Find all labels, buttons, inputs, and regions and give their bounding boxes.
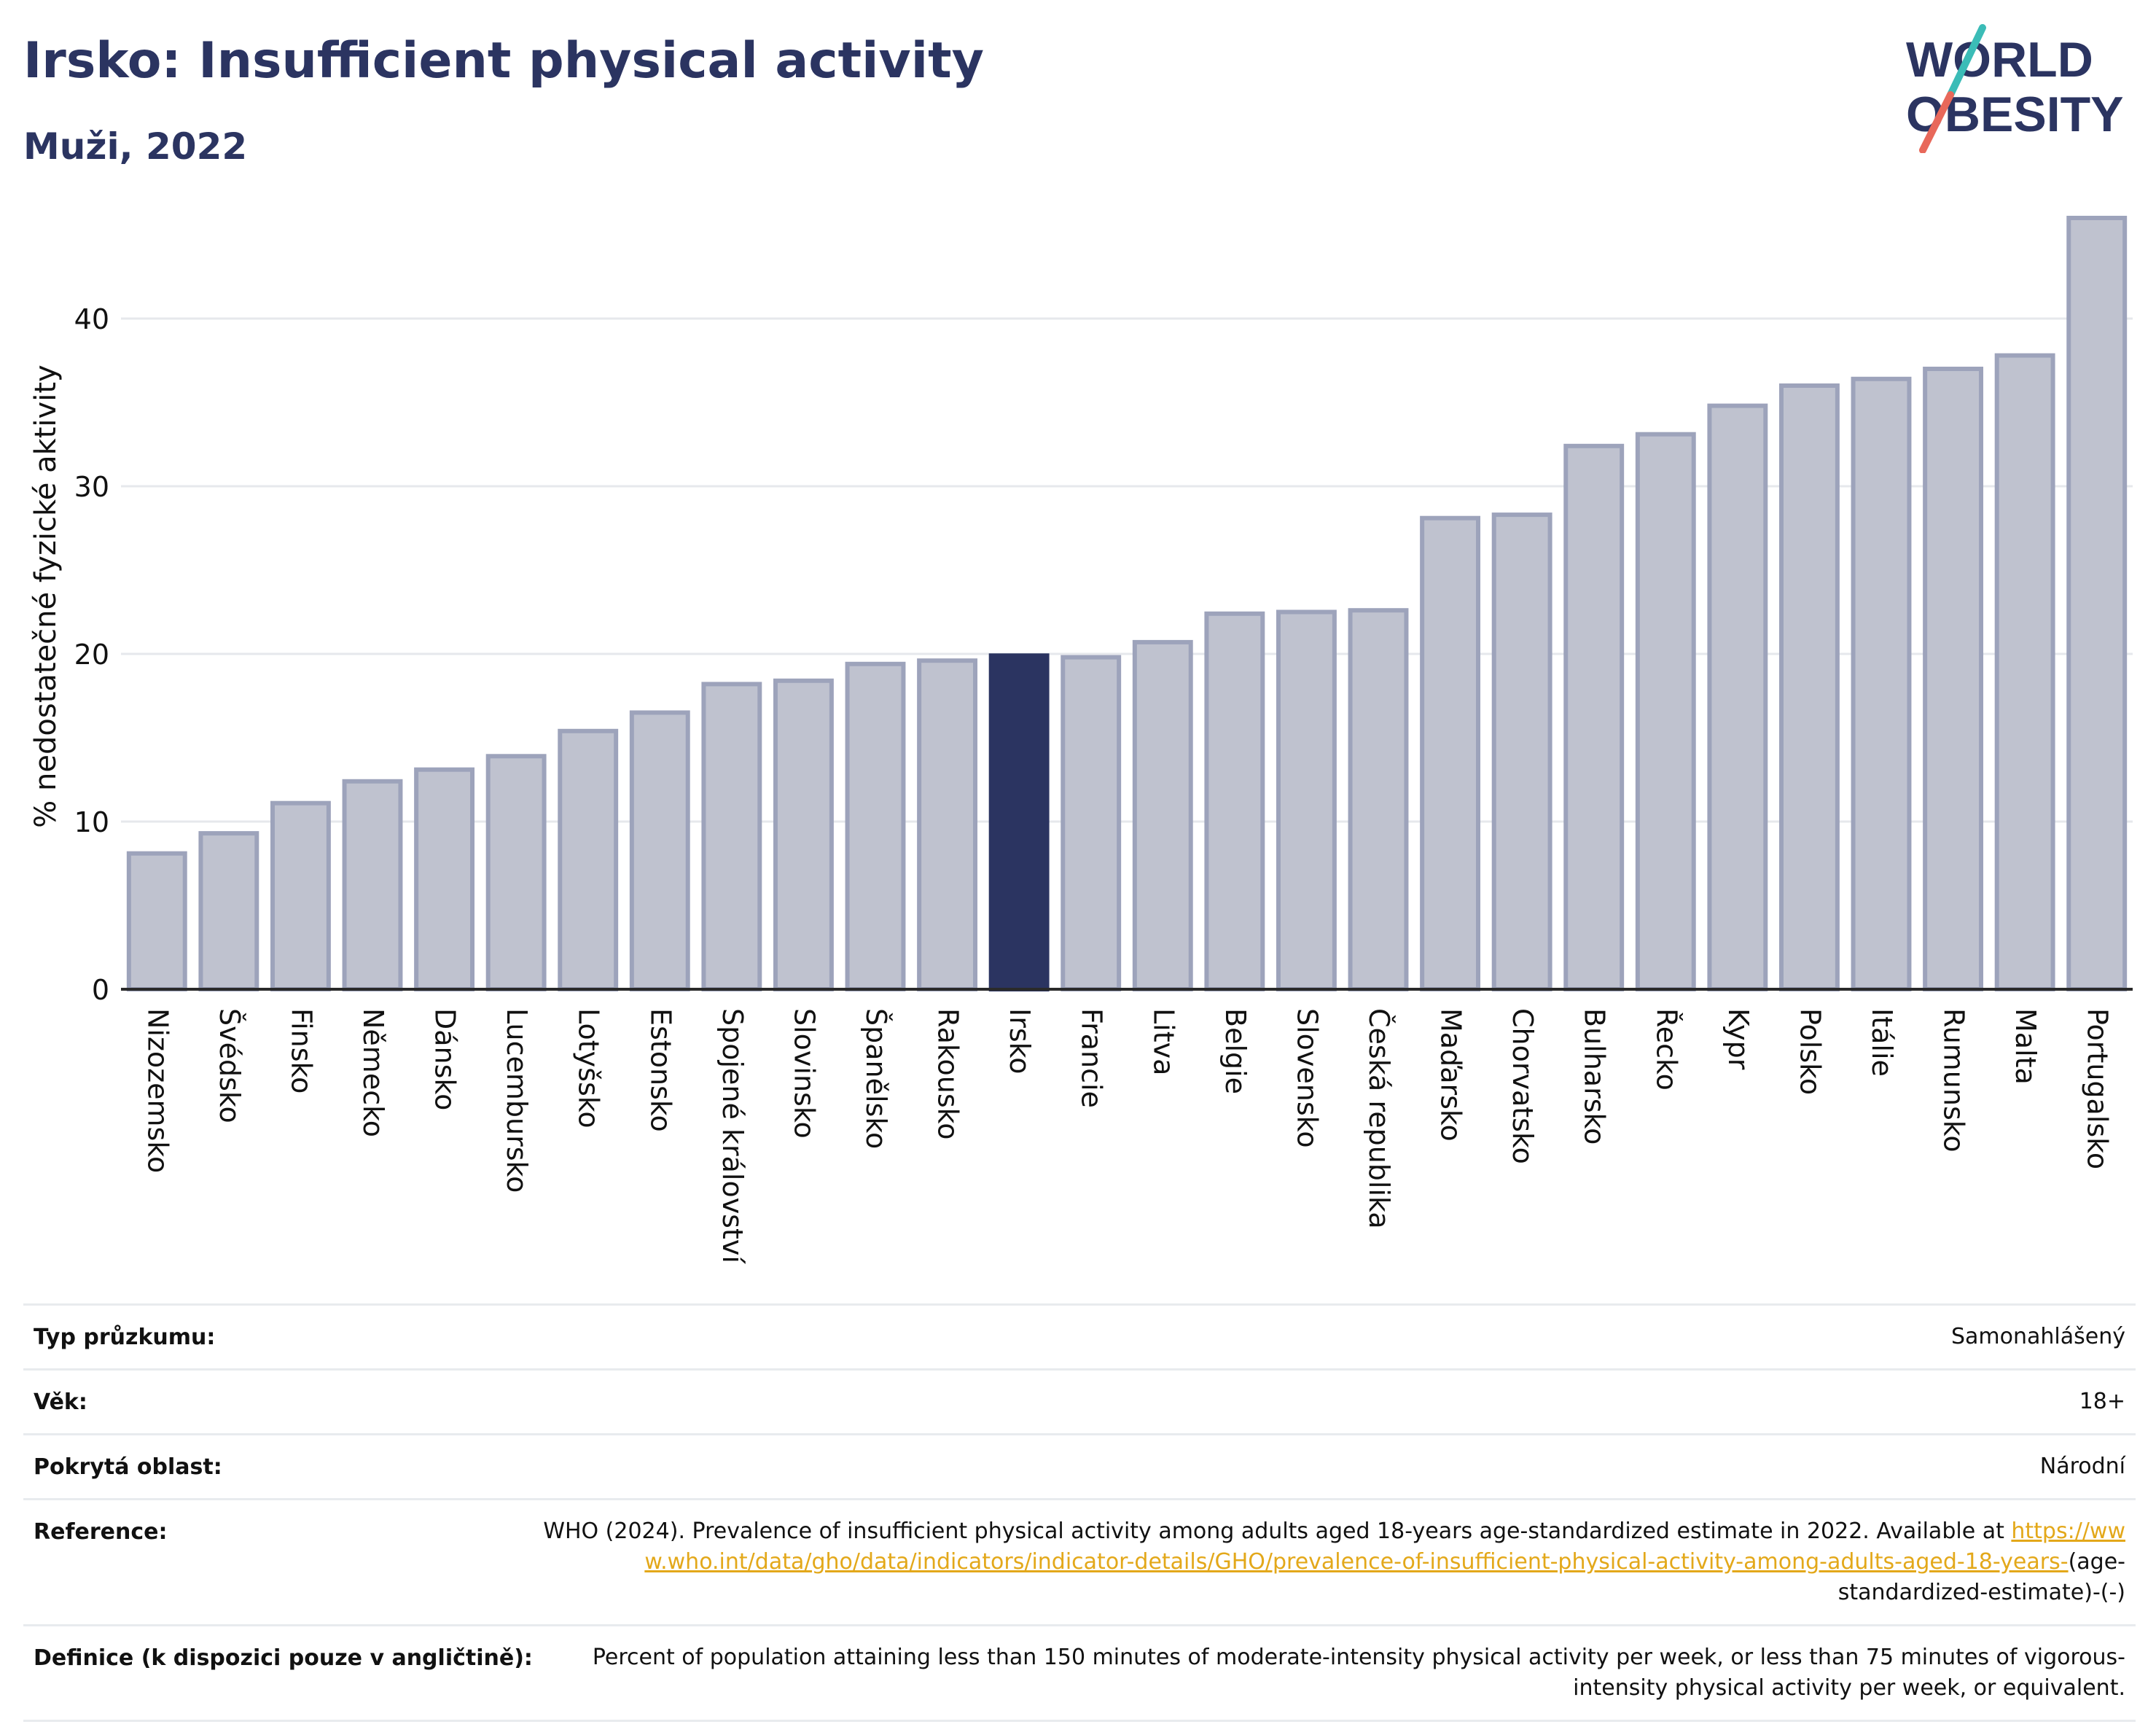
bar: [558, 728, 619, 991]
page-title: Irsko: Insufficient physical activity: [23, 32, 984, 90]
world-obesity-logo: WORLD OBESITY: [1906, 24, 2124, 153]
bar: [1276, 609, 1337, 991]
x-tick-label: Lucembursko: [501, 1008, 533, 1193]
bar: [845, 661, 906, 991]
info-table: Typ průzkumu: Samonahlášený Věk: 18+ Pok…: [23, 1303, 2136, 1722]
x-tick-label: Rumunsko: [1938, 1008, 1970, 1153]
coverage-value: Národní: [2039, 1454, 2125, 1479]
definition-label: Definice (k dispozici pouze v angličtině…: [34, 1645, 533, 1671]
x-tick-label: Rakousko: [932, 1008, 964, 1140]
bar: [414, 767, 475, 991]
bar: [485, 754, 547, 992]
x-tick-label: Řecko: [1650, 1008, 1682, 1091]
x-tick-label: Chorvatsko: [1507, 1008, 1539, 1164]
bar: [1778, 383, 1840, 991]
bar: [126, 851, 187, 991]
y-tick-label: 20: [74, 639, 109, 671]
bar: [1994, 353, 2055, 992]
bar: [1204, 611, 1265, 991]
reference-suffix: (age-standardized-estimate)-(-): [1837, 1549, 2125, 1605]
bar: [1061, 655, 1122, 991]
x-tick-label: Lotyšsko: [573, 1008, 605, 1128]
definition-value: Percent of population attaining less tha…: [592, 1645, 2125, 1701]
bar: [1420, 515, 1481, 991]
bar: [1348, 608, 1409, 991]
x-tick-label: Nizozemsko: [141, 1008, 173, 1173]
reference-text: WHO (2024). Prevalence of insufficient p…: [543, 1518, 2004, 1544]
bar: [1851, 376, 1912, 991]
x-tick-label: Belgie: [1219, 1008, 1251, 1094]
x-tick-label: Malta: [2009, 1008, 2042, 1085]
bar: [1563, 443, 1625, 991]
x-tick-label: Slovinsko: [788, 1008, 820, 1139]
age-value: 18+: [2079, 1389, 2125, 1414]
bar: [270, 800, 331, 991]
x-tick-label: Slovensko: [1291, 1008, 1323, 1148]
x-tick-label: Dánsko: [429, 1008, 461, 1110]
bar: [1491, 512, 1552, 991]
bar: [2066, 216, 2128, 991]
x-tick-label: Francie: [1076, 1008, 1108, 1108]
x-tick-label: Španělsko: [860, 1008, 892, 1149]
bar: [917, 658, 978, 991]
info-row-definition: Definice (k dispozici pouze v angličtině…: [23, 1624, 2136, 1722]
x-tick-label: Bulharsko: [1579, 1008, 1611, 1145]
bar: [773, 678, 834, 991]
x-tick-label: Portugalsko: [2082, 1008, 2114, 1169]
logo-text-world: WORLD: [1906, 32, 2093, 87]
survey-type-label: Typ průzkumu:: [34, 1325, 216, 1350]
coverage-label: Pokrytá oblast:: [34, 1454, 222, 1480]
bar: [1132, 639, 1193, 992]
page-subtitle: Muži, 2022: [23, 125, 248, 168]
x-tick-label: Německo: [357, 1008, 389, 1137]
x-tick-label: Spojené království: [716, 1008, 749, 1264]
x-tick-label: Irsko: [1004, 1008, 1036, 1075]
x-tick-label: Itálie: [1866, 1008, 1898, 1077]
y-tick-label: 40: [74, 303, 109, 335]
bar: [629, 710, 690, 991]
info-row-age: Věk: 18+: [23, 1368, 2136, 1433]
info-row-coverage: Pokrytá oblast: Národní: [23, 1433, 2136, 1498]
reference-label: Reference:: [34, 1519, 168, 1545]
bar: [198, 831, 259, 991]
info-row-reference: Reference: WHO (2024). Prevalence of ins…: [23, 1498, 2136, 1624]
x-tick-label: Polsko: [1794, 1008, 1826, 1095]
survey-type-value: Samonahlášený: [1951, 1324, 2125, 1349]
axis-layer: 0 10 20 30 40 Nizozemsko Švédsko Finsko Německo D…: [74, 303, 2133, 1264]
bar: [1707, 403, 1768, 991]
y-axis-label: % nedostatečné fyzické aktivity: [29, 364, 63, 827]
x-tick-label: Estonsko: [644, 1008, 676, 1132]
bars-layer: [126, 216, 2128, 992]
x-tick-label: Švédsko: [214, 1008, 246, 1123]
logo-accent-teal: [1947, 24, 1986, 98]
x-tick-label: Česká republika: [1363, 1008, 1395, 1229]
y-tick-label: 30: [74, 471, 109, 503]
bar: [342, 779, 403, 992]
age-label: Věk:: [34, 1389, 87, 1415]
reference-value: WHO (2024). Prevalence of insufficient p…: [536, 1500, 2125, 1624]
reference-link[interactable]: https://www.who.int/data/gho/data/indica…: [644, 1518, 2125, 1575]
x-tick-label: Litva: [1147, 1008, 1179, 1075]
y-tick-label: 10: [74, 806, 109, 838]
bar-highlight: [988, 653, 1050, 991]
bar: [1923, 367, 1984, 991]
x-tick-label: Finsko: [285, 1008, 317, 1093]
bar: [701, 682, 762, 992]
bar: [1635, 432, 1696, 991]
y-tick-label: 0: [92, 974, 109, 1006]
bar-chart: 0 10 20 30 40 Nizozemsko Švédsko Finsko Německo D…: [29, 216, 2133, 1264]
x-tick-label: Maďarsko: [1435, 1008, 1467, 1142]
logo-accent-coral: [1919, 91, 1954, 153]
info-row-survey-type: Typ průzkumu: Samonahlášený: [23, 1303, 2136, 1368]
x-tick-label: Kypr: [1722, 1008, 1754, 1070]
